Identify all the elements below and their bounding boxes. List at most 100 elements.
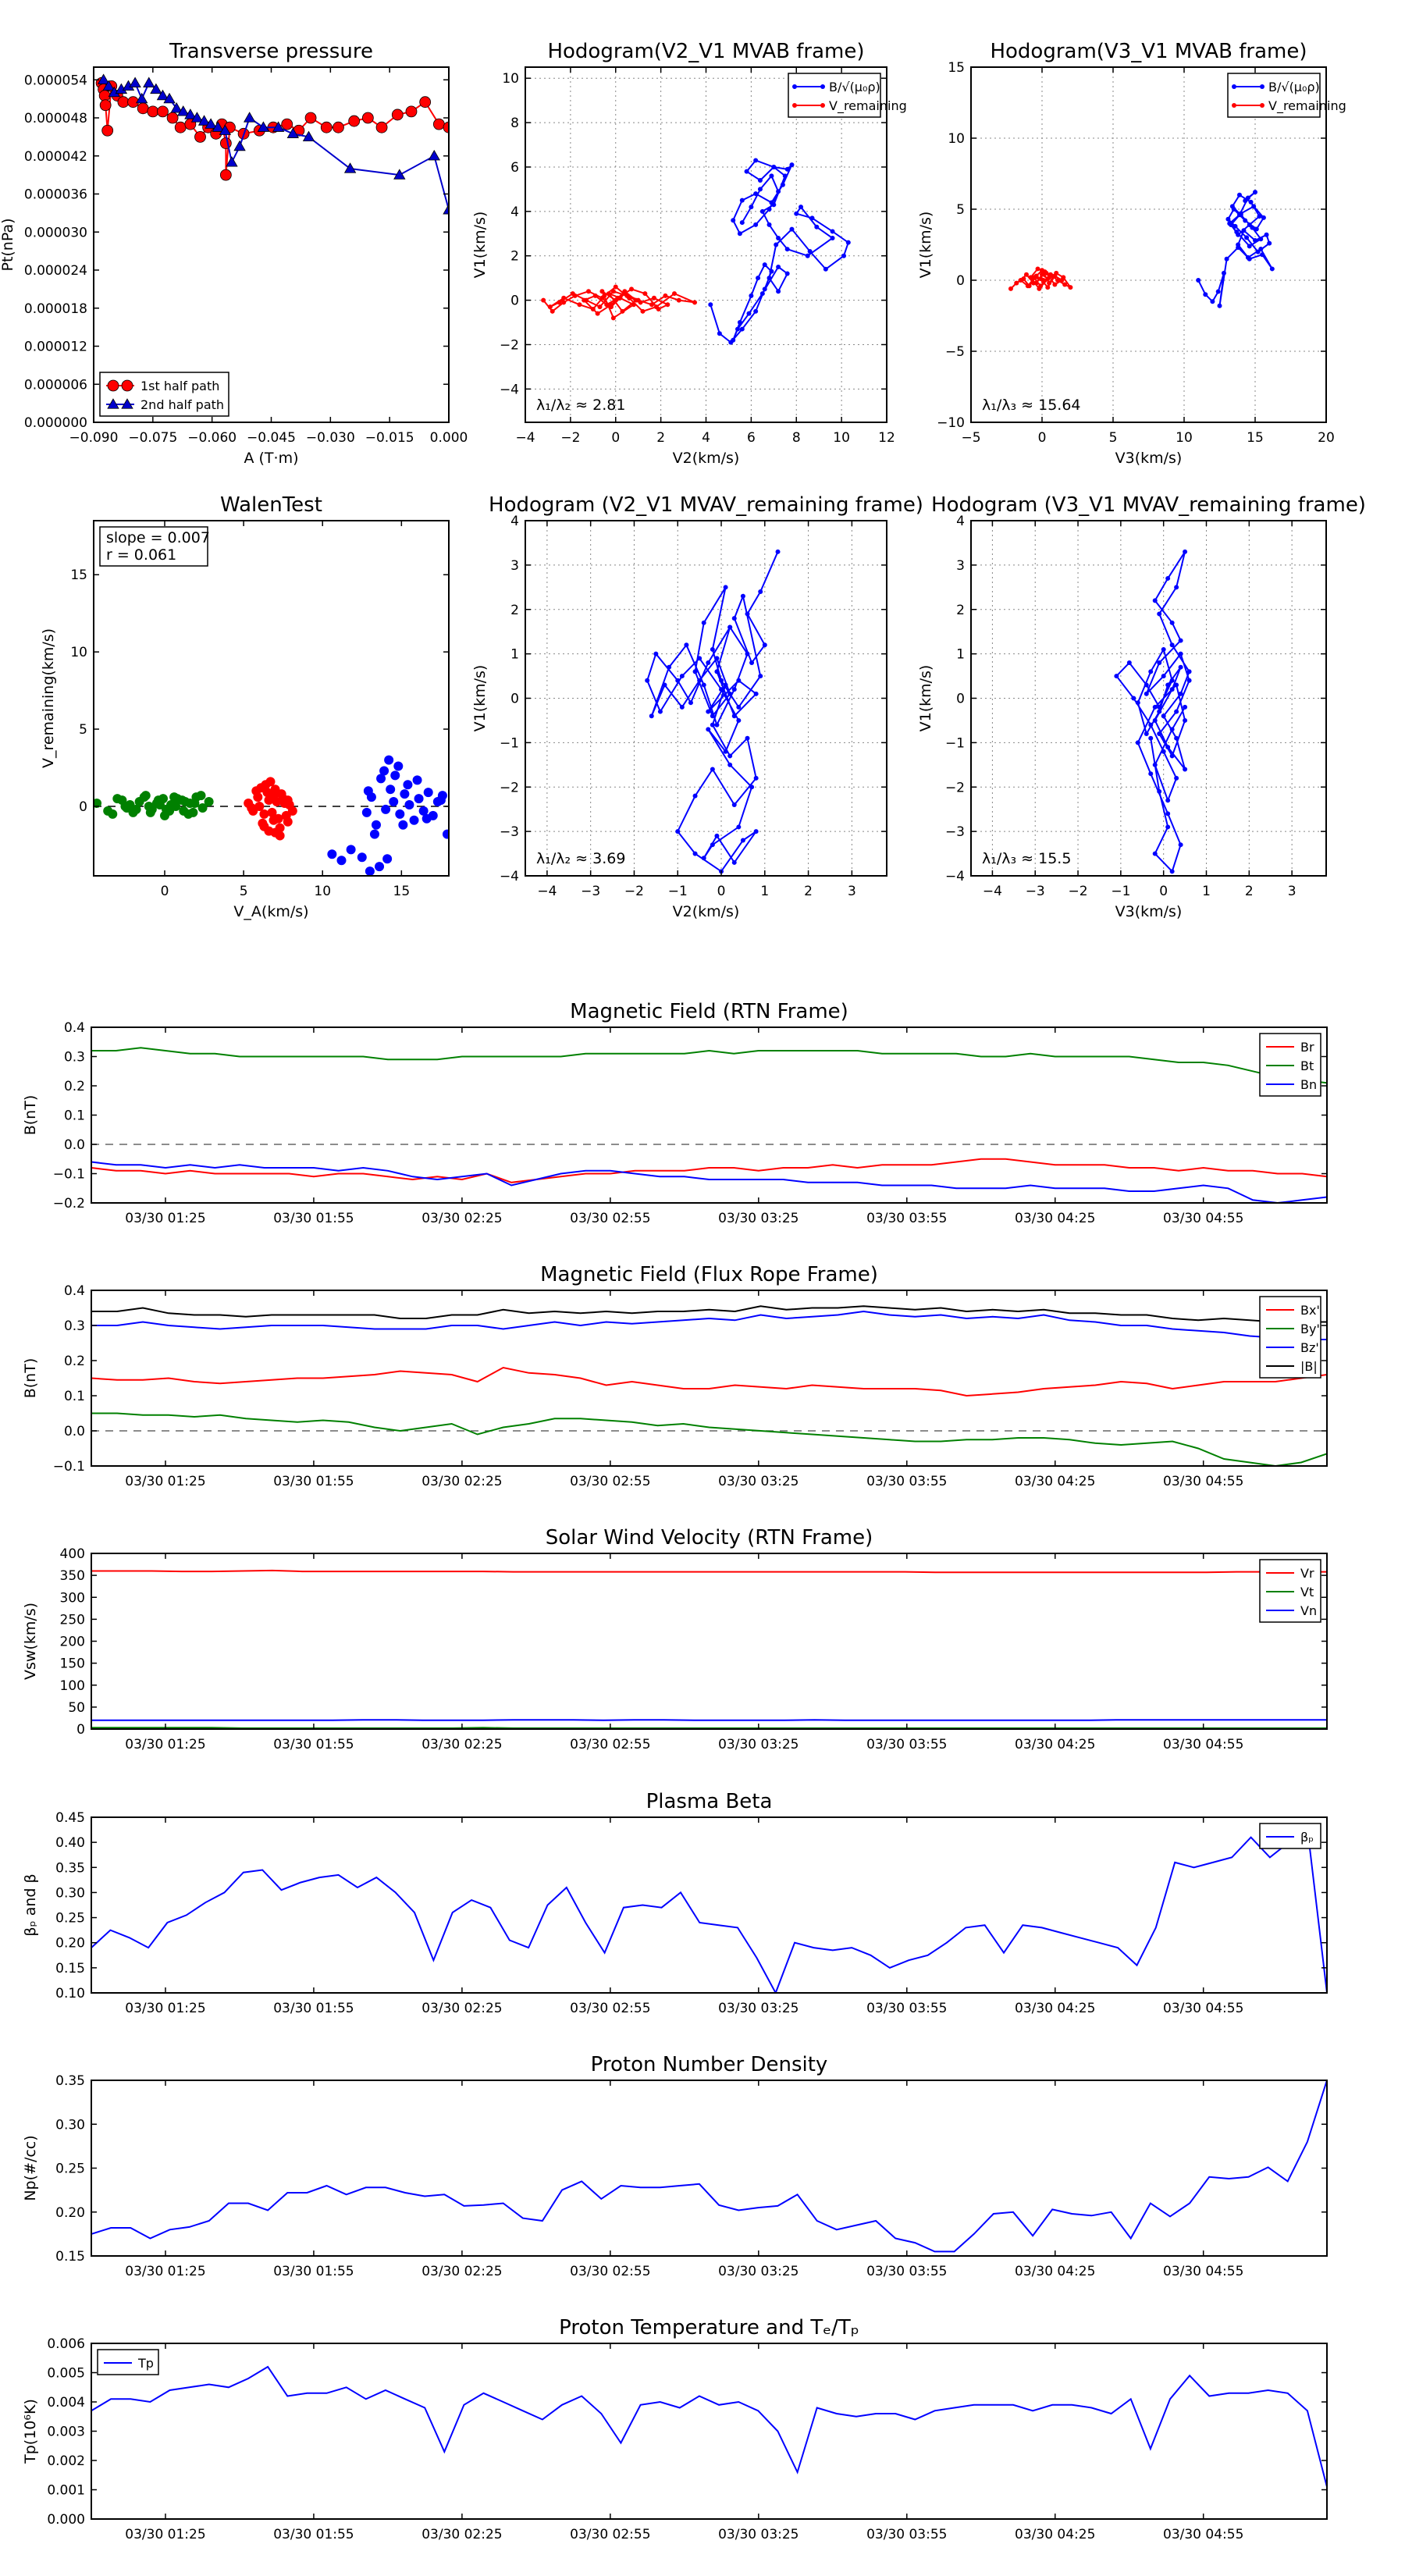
data-point [1161,713,1166,719]
x-tick-label: 03/30 03:25 [718,2001,799,2016]
data-point [684,642,689,648]
data-point [606,291,612,297]
y-tick-label: −3 [945,824,965,840]
y-tick-label: 0 [510,692,519,707]
axes-frame [93,520,450,877]
x-tick-label: 03/30 03:55 [866,2001,947,2016]
data-point [710,722,715,728]
y-tick-label: −3 [500,824,519,840]
legend-marker [1260,103,1264,108]
annotation-text: λ₁/λ₂ ≈ 3.69 [536,850,625,867]
data-point [94,799,102,809]
data-point [1042,269,1048,275]
data-point [304,112,317,124]
data-point [789,162,795,168]
data-point [1035,266,1040,272]
data-point [166,112,179,124]
data-point [1144,691,1149,696]
data-point [706,709,711,714]
y-axis-label: Vsw(km/s) [22,1603,39,1680]
data-point [1047,280,1052,286]
y-tick-label: 0.003 [47,2425,85,2440]
legend: 1st half path 2nd half path [99,372,229,417]
data-point [633,297,638,303]
data-point [1052,282,1058,287]
data-point [645,678,650,683]
legend-label: Bt [1300,1059,1314,1073]
data-point [1210,299,1215,304]
data-point [657,709,663,714]
y-tick-label: −2 [945,780,965,795]
data-point [739,197,745,203]
data-point [336,856,347,866]
legend: Tp [97,2349,159,2375]
x-tick-label: −0.030 [306,430,355,446]
y-axis-label: βₚ and β [22,1873,39,1936]
series-walen-2 [327,755,449,876]
data-point [780,182,785,187]
data-point [1183,717,1188,723]
x-tick-label: 6 [747,430,756,446]
data-point [731,802,737,807]
data-point [775,549,781,554]
data-point [1023,272,1029,277]
legend-label: βₚ [1300,1830,1314,1845]
x-tick-label: 4 [702,430,710,446]
data-point [1264,232,1269,237]
x-tick-label: −1 [1111,884,1130,899]
legend-label: Vn [1300,1603,1317,1618]
series-ts_b_fr-0 [91,1366,1327,1397]
data-point [710,767,715,772]
data-point [727,762,733,767]
data-point [1174,709,1179,714]
series-line [91,1569,1327,1574]
series-ts_v-1 [91,1727,1327,1729]
y-tick-label: 0.25 [55,1911,85,1927]
x-tick-label: 03/30 03:25 [718,1474,799,1489]
y-axis-label: V_remaining(km/s) [40,628,57,768]
data-point [343,162,357,173]
data-point [122,802,132,813]
plot-area [525,67,887,422]
data-point [102,80,115,91]
legend-marker [107,398,119,409]
series-line [91,1366,1327,1397]
plot-area [91,2343,1327,2519]
data-point [1245,195,1250,201]
data-point [782,173,788,179]
data-point [727,624,733,630]
data-point [412,775,422,785]
x-tick-label: 03/30 02:25 [422,2001,502,2016]
series-hodo2-1 [1008,266,1073,291]
data-point [1148,722,1154,728]
series-hodo1-1 [541,284,698,321]
data-point [731,218,736,223]
data-point [1247,244,1252,249]
x-tick-label: 03/30 03:25 [718,1211,799,1226]
data-point [1049,273,1055,279]
y-tick-label: 10 [70,645,87,660]
x-axis-label: A (T·m) [244,450,298,467]
chart-hodo3: Hodogram (V2_V1 MVAV_remaining frame) −4 −… [471,493,923,920]
data-point [327,849,337,859]
data-point [665,302,670,308]
data-point [117,795,127,806]
data-point [679,674,685,679]
data-point [756,276,761,281]
data-point [769,200,774,205]
data-point [150,83,162,94]
x-tick-label: 3 [848,884,856,899]
data-point [1257,214,1262,219]
data-point [769,173,774,179]
y-tick-label: 0.0 [64,1137,85,1153]
data-point [1234,229,1240,235]
x-tick-label: −3 [581,884,600,899]
data-point [622,289,628,294]
data-point [414,794,424,804]
data-point [799,205,804,210]
data-point [771,164,777,169]
data-point [714,669,720,674]
y-tick-label: 0.20 [55,1936,85,1952]
y-tick-label: 0.4 [64,1020,85,1036]
data-point [1165,682,1171,688]
